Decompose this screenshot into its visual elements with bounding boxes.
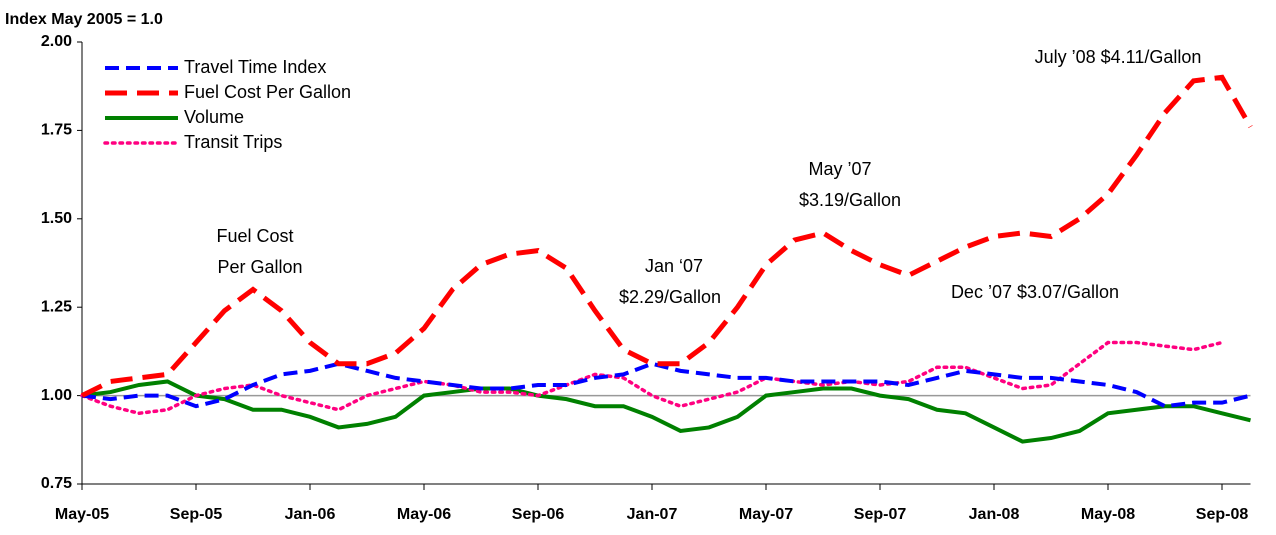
x-tick-label: Sep-08 (1196, 506, 1249, 523)
legend-label: Volume (184, 107, 244, 127)
annotation: July ’08 $4.11/Gallon (1035, 47, 1202, 67)
x-tick-label: May-06 (397, 506, 451, 523)
annotation: Per Gallon (217, 257, 302, 277)
x-tick-label: May-07 (739, 506, 793, 523)
annotation: May ’07 (808, 159, 871, 179)
x-tick-label: Sep-07 (854, 506, 907, 523)
annotation: Jan ‘07 (645, 256, 703, 276)
series-line (80, 74, 1253, 398)
legend-label: Travel Time Index (184, 57, 326, 77)
y-tick-label: 0.75 (41, 475, 72, 492)
y-tick-label: 1.75 (41, 122, 72, 139)
y-tick-label: 1.00 (41, 387, 72, 404)
legend-label: Transit Trips (184, 132, 282, 152)
annotation: Fuel Cost (216, 226, 293, 246)
annotation: $3.19/Gallon (799, 190, 901, 210)
x-tick-label: May-05 (55, 506, 109, 523)
x-tick-label: May-08 (1081, 506, 1135, 523)
annotation: Dec ’07 $3.07/Gallon (951, 282, 1119, 302)
legend-label: Fuel Cost Per Gallon (184, 82, 351, 102)
x-tick-label: Jan-06 (285, 506, 336, 523)
legend: Travel Time Index Fuel Cost Per Gallon Vol… (103, 57, 351, 152)
x-tick-label: Sep-05 (170, 506, 223, 523)
series-line (80, 340, 1224, 416)
series-line (81, 379, 1251, 444)
annotation: $2.29/Gallon (619, 287, 721, 307)
x-tick-label: Jan-07 (627, 506, 678, 523)
series-line (81, 361, 1251, 409)
x-tick-label: Sep-06 (512, 506, 565, 523)
x-tick-label: Jan-08 (969, 506, 1020, 523)
y-tick-label: 2.00 (41, 33, 72, 50)
y-axis-label: Index May 2005 = 1.0 (5, 11, 163, 28)
y-tick-label: 1.25 (41, 298, 72, 315)
annotations: Fuel Cost Per Gallon Jan ‘07 $2.29/Gallo… (216, 47, 1201, 307)
y-tick-label: 1.50 (41, 210, 72, 227)
